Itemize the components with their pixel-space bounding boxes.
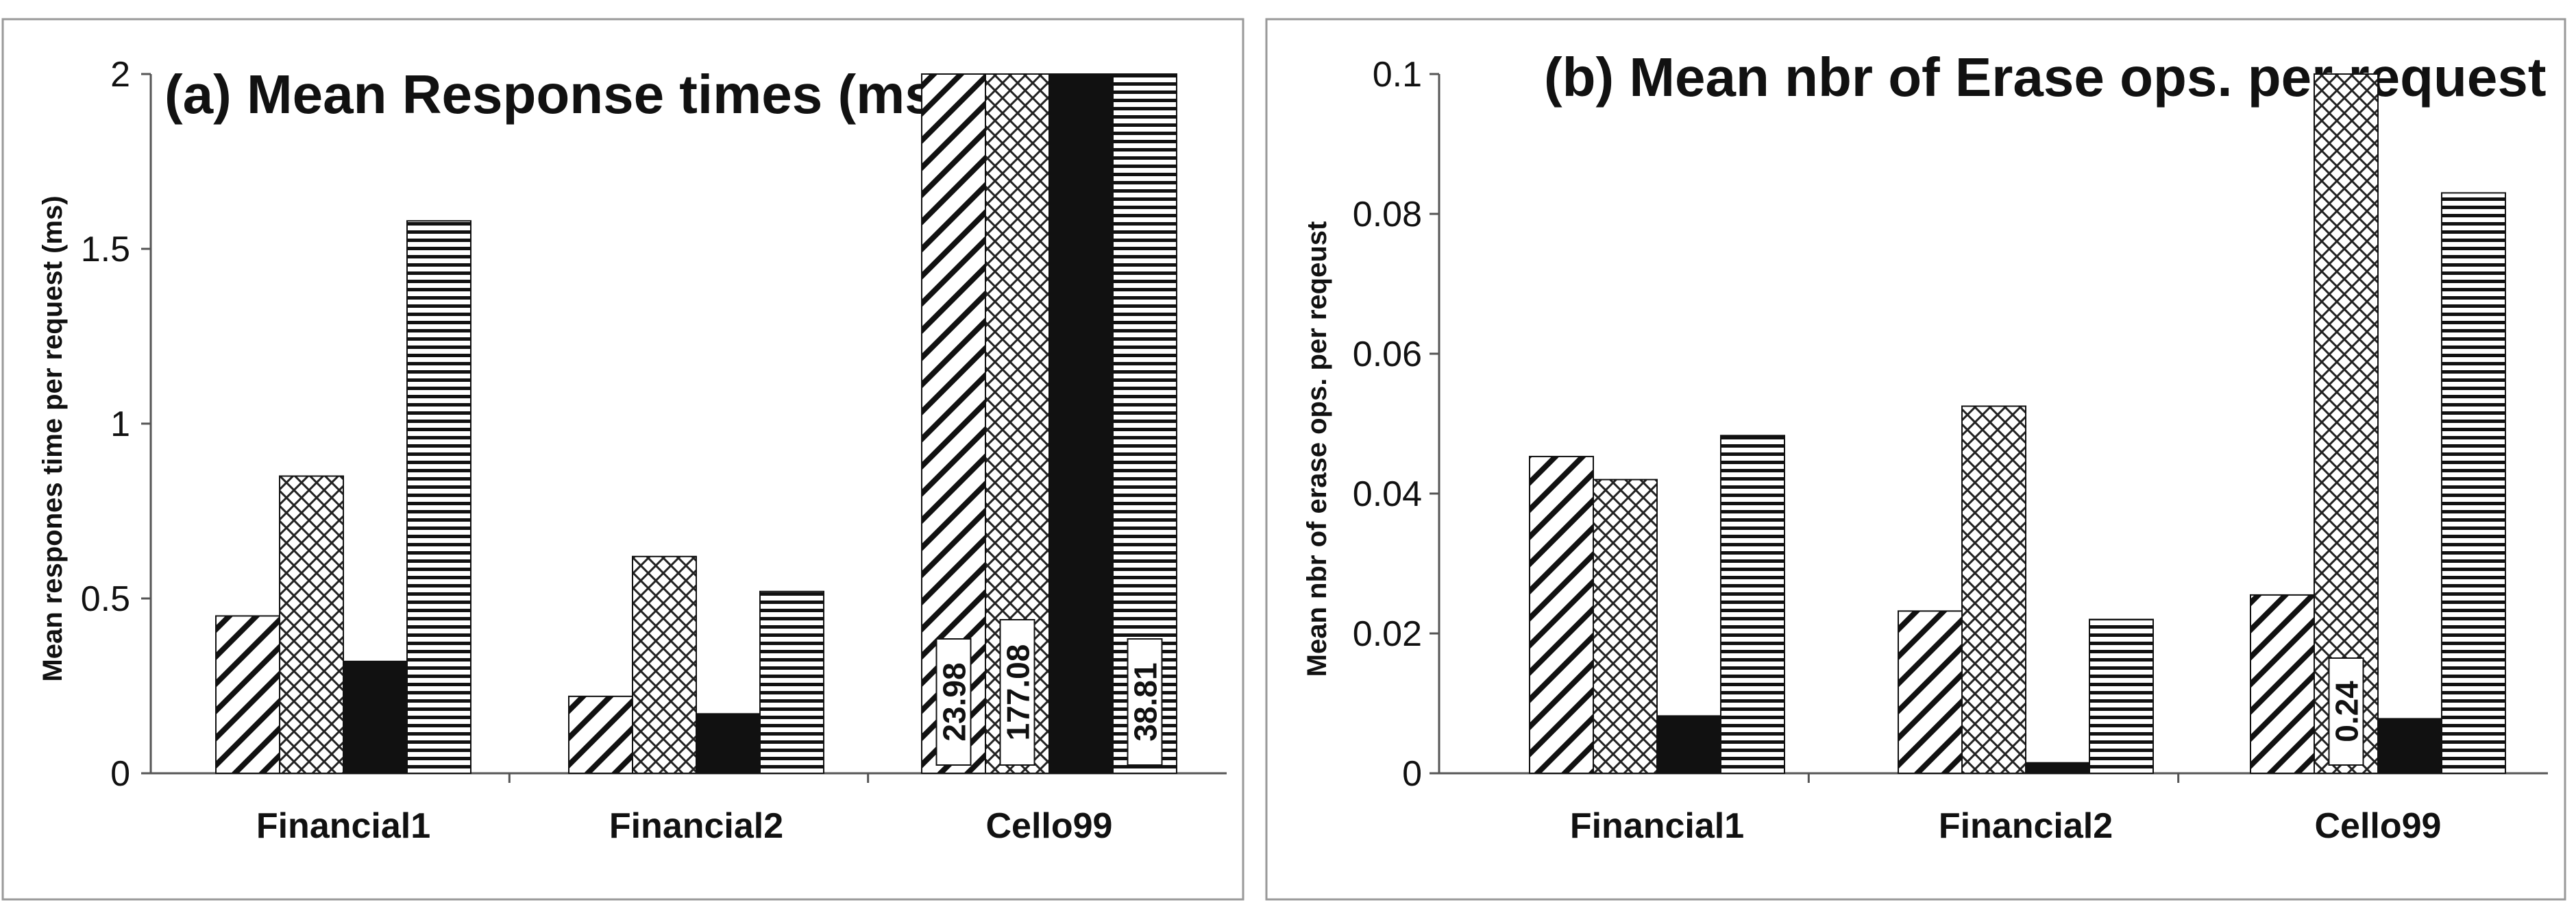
panel-a-title: (a) Mean Response times (ms): [164, 64, 953, 125]
bar-cach-ftl-financial2: [568, 695, 633, 774]
x-tick-label-financial2: Financial2: [609, 806, 783, 846]
annotation-label: 177.08: [1001, 644, 1036, 741]
bar-pm-cello99: [2377, 718, 2442, 774]
bar-cach-ftl-financial1: [1529, 455, 1594, 774]
bar-pm-financial1: [343, 660, 408, 774]
bar-fast-financial2: [2089, 618, 2154, 774]
annotation-box: [1127, 638, 1163, 766]
bar-bm-financial1: [1593, 478, 1658, 774]
annotation-box: [2328, 657, 2364, 766]
annotation-bm-cello99: 177.08: [999, 619, 1036, 766]
bar-bm-financial2: [1961, 405, 2026, 774]
bar-pm-financial2: [2025, 762, 2090, 774]
annotation-label: 38.81: [1128, 662, 1164, 741]
bar-bm-financial2: [632, 555, 697, 774]
bar-fast-financial2: [759, 590, 824, 774]
y-tick-label: 0.5: [81, 579, 130, 619]
y-tick-label: 0: [1402, 754, 1422, 794]
panel-b-ylabel: Mean nbr of erase ops. per reqeust: [1302, 221, 1332, 677]
bar-fast-financial1: [1720, 435, 1785, 775]
panel-b-title: (b) Mean nbr of Erase ops. per request: [1544, 47, 2547, 108]
panel-a: (a) Mean Response times (ms) Mean respon…: [1, 18, 1244, 901]
panel-b: (b) Mean nbr of Erase ops. per request M…: [1265, 18, 2566, 901]
y-tick-label: 0.04: [1353, 474, 1422, 514]
bar-pm-financial1: [1656, 715, 1721, 774]
bar-cach-ftl-cello99: [2250, 594, 2315, 775]
annotation-bm-cello99: 0.24: [2328, 657, 2365, 766]
y-tick-label: 0.08: [1353, 195, 1422, 234]
x-tick-label-cello99: Cello99: [2315, 806, 2442, 846]
panel-b-plot: 0 0.02 0.04 0.06 0.08 0.1 Financial1 Financial2…: [1353, 55, 2548, 846]
panel-a-plot: 0 0.5 1 1.5 2 Financial1 Financial2 Cello99 23.9…: [81, 55, 1227, 846]
x-tick-label-cello99: Cello99: [986, 806, 1113, 846]
annotation-label: 23.98: [937, 662, 972, 741]
annotation-cach-ftl-cello99: 23.98: [935, 638, 972, 766]
bar-cach-ftl-financial2: [1898, 610, 1963, 774]
x-tick-label-financial1: Financial1: [1570, 806, 1744, 846]
y-tick-label: 2: [110, 55, 130, 95]
bar-fast-financial1: [406, 220, 471, 774]
bar-pm-financial2: [696, 713, 761, 775]
x-tick-label-financial2: Financial2: [1939, 806, 2113, 846]
bar-bm-financial1: [279, 475, 344, 774]
y-tick-label: 0.02: [1353, 614, 1422, 654]
y-tick-label: 0.1: [1373, 55, 1422, 95]
annotation-box: [935, 638, 972, 766]
y-tick-label: 1: [110, 404, 130, 444]
y-tick-label: 0.06: [1353, 335, 1422, 374]
y-tick-label: 1.5: [81, 230, 130, 269]
annotation-box: [999, 619, 1035, 766]
bar-bm-cello99: [2314, 73, 2379, 774]
panel-a-ylabel: Mean respones time per request (ms): [38, 195, 68, 681]
x-tick-label-financial1: Financial1: [256, 806, 430, 846]
bar-fast-cello99: [2441, 192, 2506, 774]
annotation-fast-cello99: 38.81: [1127, 638, 1164, 766]
annotation-label: 0.24: [2329, 681, 2365, 742]
bar-cach-ftl-financial1: [215, 615, 280, 774]
bar-pm-cello99: [1048, 73, 1114, 774]
y-tick-label: 0: [110, 754, 130, 794]
